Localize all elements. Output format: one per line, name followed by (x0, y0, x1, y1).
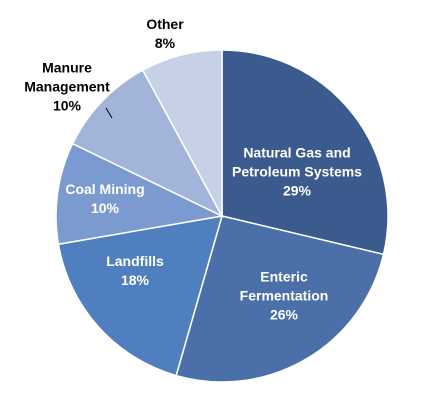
leader-line (105, 107, 113, 119)
pie-slice (175, 215, 385, 383)
category-label: Enteric Fermentation (239, 268, 329, 304)
value-label: 10% (90, 200, 120, 216)
pie-slice (55, 142, 225, 246)
slice-label: Natural Gas and Petroleum Systems 29% (232, 144, 362, 201)
category-label: Natural Gas and Petroleum Systems (232, 144, 362, 180)
slice-label: Manure Management 10% (7, 59, 127, 116)
pie-slice (221, 49, 389, 256)
value-label: 18% (120, 272, 150, 288)
slice-label: Enteric Fermentation 26% (224, 268, 344, 325)
value-label: 29% (282, 182, 312, 199)
pie-slice (141, 49, 223, 217)
slice-label: Coal Mining 10% (55, 180, 155, 218)
pie-slice (57, 215, 224, 377)
pie-slice (71, 69, 224, 218)
category-label: Manure Management (24, 59, 110, 95)
value-label: 26% (269, 306, 299, 323)
slice-label: Landfills 18% (85, 252, 185, 290)
value-label: 10% (52, 97, 82, 114)
category-label: Other (146, 16, 184, 32)
slice-label: Other 8% (135, 15, 195, 53)
value-label: 8% (154, 35, 176, 51)
category-label: Coal Mining (65, 181, 145, 197)
category-label: Landfills (106, 253, 164, 269)
